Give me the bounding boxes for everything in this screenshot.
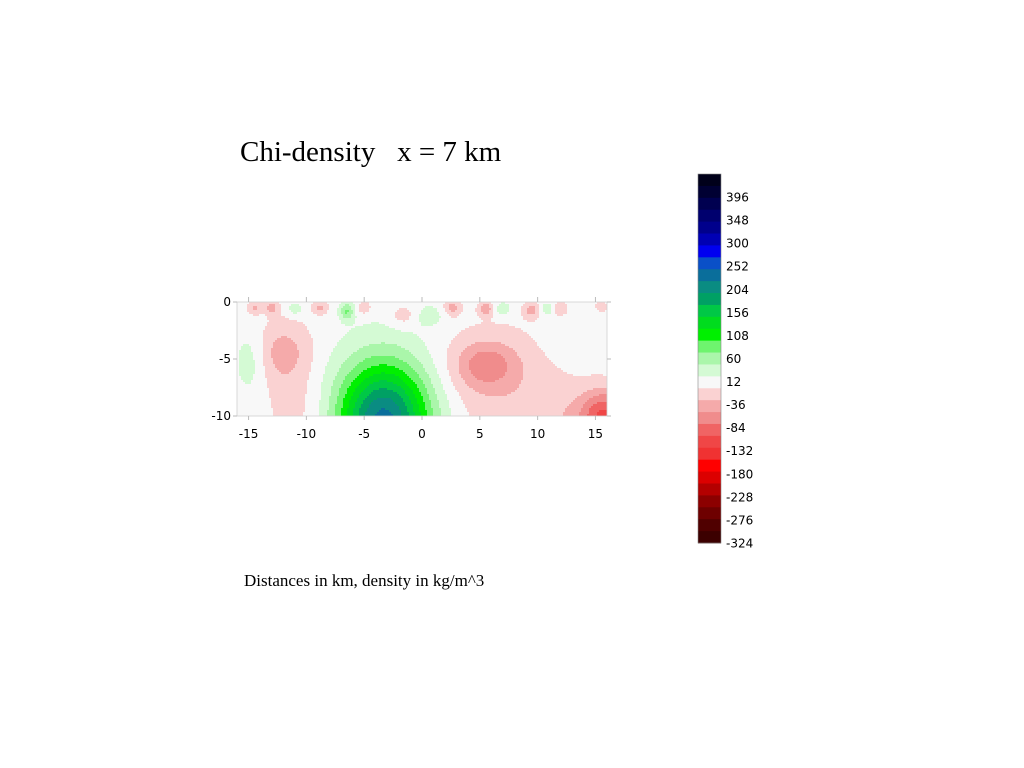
colorbar-swatch [698, 400, 721, 413]
x-tick-label: -15 [239, 427, 259, 441]
colorbar: 396 348 300 252 204 156 108 60 12 -36 -84 -132 -180 -… [697, 173, 753, 551]
colorbar-label: -132 [726, 444, 753, 458]
colorbar-swatch [698, 233, 721, 246]
colorbar-label: -36 [726, 398, 746, 412]
colorbar-swatch [698, 364, 721, 377]
colorbar-swatch [698, 174, 721, 187]
colorbar-swatch [698, 340, 721, 353]
colorbar-label: -228 [726, 490, 753, 504]
colorbar-swatch [698, 376, 721, 389]
colorbar-label: 300 [726, 237, 749, 251]
colorbar-label: 348 [726, 214, 749, 228]
chart-title: Chi-density x = 7 km [240, 136, 502, 168]
x-tick-label: 0 [418, 427, 426, 441]
colorbar-label: -84 [726, 421, 746, 435]
colorbar-swatch [698, 221, 721, 234]
colorbar-swatch [698, 412, 721, 425]
colorbar-swatch [698, 388, 721, 401]
colorbar-swatch [698, 185, 721, 199]
x-tick-label: -5 [358, 427, 370, 441]
colorbar-swatch [698, 483, 721, 496]
colorbar-swatch [698, 423, 721, 437]
colorbar-swatch [698, 471, 721, 484]
y-tick-label: -5 [219, 352, 231, 366]
heatmap-plot-area [237, 302, 607, 416]
colorbar-swatch [698, 245, 721, 258]
colorbar-label: 108 [726, 329, 749, 343]
x-tick-label: 5 [476, 427, 484, 441]
colorbar-swatch [698, 495, 721, 508]
axes: -15 -10 -5 0 5 10 15 0 -5 -10 [211, 295, 611, 441]
colorbar-label: 156 [726, 306, 749, 320]
colorbar-swatch [698, 435, 721, 449]
x-tick-label: 15 [588, 427, 603, 441]
y-tick-label: 0 [223, 295, 231, 309]
colorbar-swatch [698, 257, 721, 270]
colorbar-swatch [698, 293, 721, 306]
colorbar-swatch [698, 328, 721, 342]
colorbar-label: 396 [726, 191, 749, 205]
colorbar-swatch [698, 281, 721, 294]
colorbar-label: -180 [726, 467, 753, 481]
x-tick-label: 10 [530, 427, 545, 441]
colorbar-label: 60 [726, 352, 741, 366]
colorbar-label: -324 [726, 537, 753, 551]
colorbar-swatch [698, 447, 721, 461]
colorbar-swatch [698, 352, 721, 365]
colorbar-swatch [698, 209, 721, 223]
colorbar-swatch [698, 269, 721, 282]
colorbar-label: 12 [726, 375, 741, 389]
units-caption: Distances in km, density in kg/m^3 [244, 571, 485, 590]
colorbar-swatch [698, 519, 721, 532]
y-tick-label: -10 [211, 409, 231, 423]
colorbar-swatch [698, 304, 721, 318]
colorbar-swatch [698, 316, 721, 330]
colorbar-label: 204 [726, 283, 749, 297]
colorbar-swatch [698, 459, 721, 472]
colorbar-frame [697, 173, 722, 544]
colorbar-swatch [698, 197, 721, 211]
x-tick-label: -10 [297, 427, 317, 441]
colorbar-label: 252 [726, 260, 749, 274]
colorbar-swatch [698, 531, 721, 544]
colorbar-swatch [698, 507, 721, 520]
colorbar-label: -276 [726, 513, 753, 527]
